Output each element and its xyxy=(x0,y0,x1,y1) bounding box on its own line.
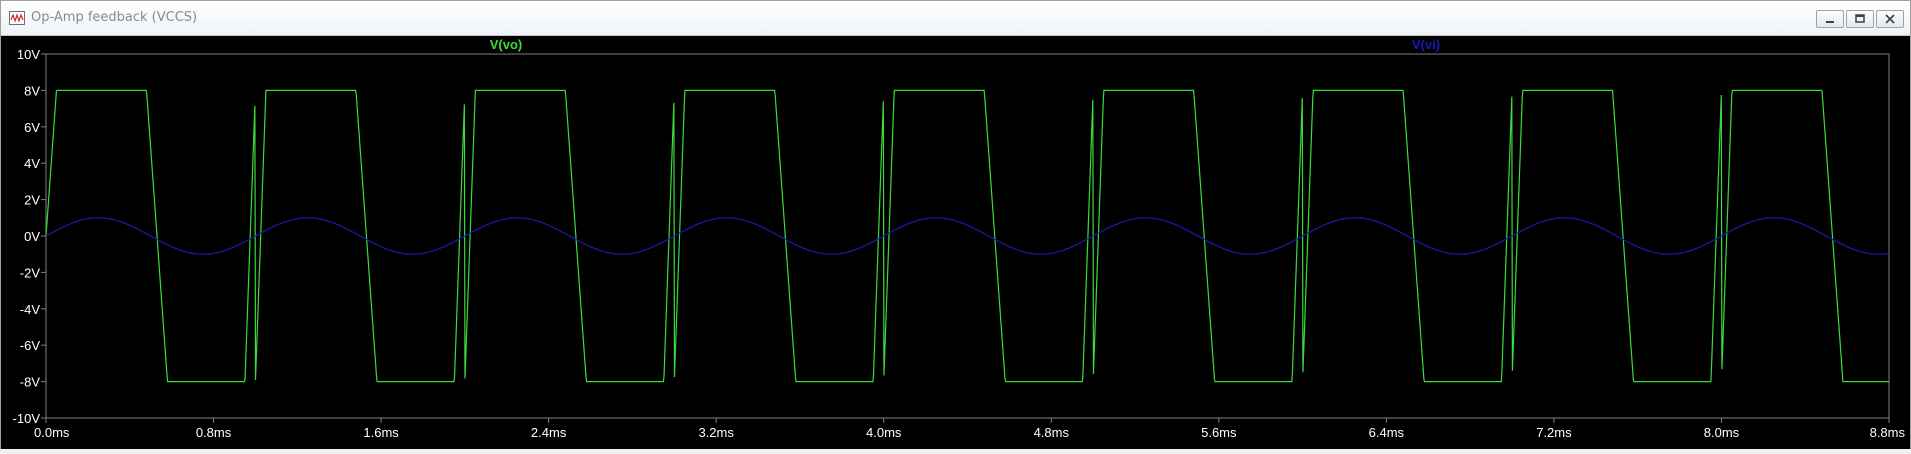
y-tick-label: 4V xyxy=(24,156,40,171)
x-tick-label: 6.4ms xyxy=(1369,425,1405,440)
restore-button[interactable] xyxy=(1846,10,1874,28)
x-tick-label: 4.8ms xyxy=(1034,425,1070,440)
x-tick-label: 0.8ms xyxy=(196,425,232,440)
restore-icon xyxy=(1855,14,1865,23)
y-tick-label: -2V xyxy=(20,265,41,280)
minimize-icon xyxy=(1826,21,1834,23)
x-tick-label: 7.2ms xyxy=(1536,425,1572,440)
y-tick-label: -10V xyxy=(13,411,41,426)
close-icon xyxy=(1885,14,1895,24)
x-tick-label: 4.0ms xyxy=(866,425,902,440)
y-tick-label: 2V xyxy=(24,193,40,208)
y-tick-label: 0V xyxy=(24,229,40,244)
series-line-vo[interactable] xyxy=(45,89,1889,383)
y-tick-label: 8V xyxy=(24,83,40,98)
plot-frame xyxy=(45,53,1890,419)
close-button[interactable] xyxy=(1876,10,1904,28)
series-line-vi[interactable] xyxy=(45,217,1890,255)
y-tick-label: -4V xyxy=(20,302,41,317)
minimize-button[interactable] xyxy=(1816,10,1844,28)
window-title: Op-Amp feedback (VCCS) xyxy=(31,10,198,25)
x-tick-label: 3.2ms xyxy=(698,425,734,440)
x-tick-label: 1.6ms xyxy=(363,425,399,440)
legend-vi[interactable]: V(vi) xyxy=(1412,37,1440,52)
x-tick-label: 5.6ms xyxy=(1201,425,1237,440)
y-tick-label: -6V xyxy=(20,338,41,353)
title-bar[interactable]: Op-Amp feedback (VCCS) xyxy=(1,1,1910,36)
waveform-app-icon xyxy=(9,11,25,25)
x-tick-label: 2.4ms xyxy=(531,425,567,440)
x-tick-label: 0.0ms xyxy=(34,425,70,440)
y-tick-label: 6V xyxy=(24,120,40,135)
x-tick-label: 8.0ms xyxy=(1704,425,1740,440)
legend-vo[interactable]: V(vo) xyxy=(490,37,523,52)
plot-area[interactable]: 10V 8V 6V 4V 2V 0V -2V -4V -6V -8V -10V 0.0ms 0.8ms 1… xyxy=(1,36,1910,449)
y-tick-label: -8V xyxy=(20,375,41,390)
y-tick-label: 10V xyxy=(17,47,40,62)
x-tick-label: 8.8ms xyxy=(1870,425,1906,440)
